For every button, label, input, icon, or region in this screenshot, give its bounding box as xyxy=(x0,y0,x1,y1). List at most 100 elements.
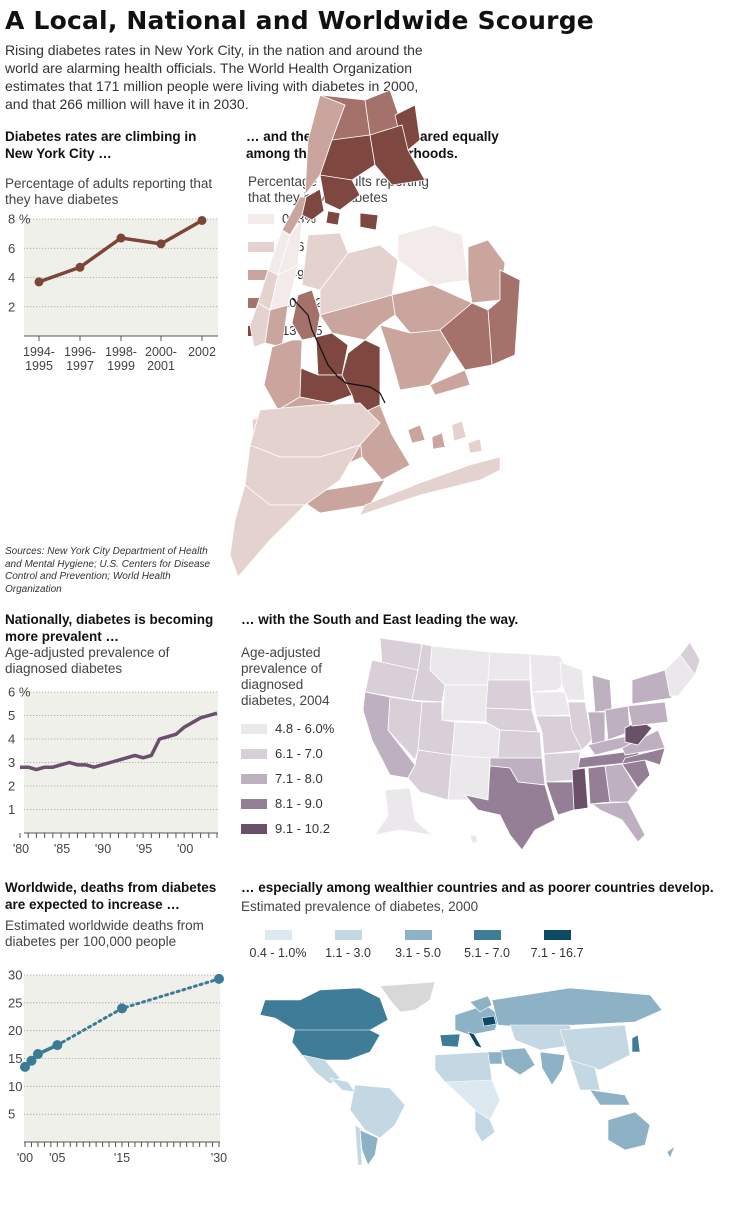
us-map-legend-swatch xyxy=(241,823,267,834)
y-tick-label: 10 xyxy=(8,1079,22,1094)
nyc-choropleth-map xyxy=(229,89,521,578)
world-map-legend-label: 0.4 - 1.0% xyxy=(249,946,307,960)
y-tick-label: 4 xyxy=(8,270,15,285)
nyc-chart-subhead: Percentage of adults reporting that they… xyxy=(5,176,213,207)
country-new-zealand xyxy=(666,1145,676,1159)
us-map-legend-label: 7.1 - 8.0 xyxy=(275,771,323,786)
world-map-headline: … especially among wealthier countries a… xyxy=(241,880,714,895)
us-map-legend-label: 4.8 - 6.0% xyxy=(275,721,335,736)
x-tick-label: '80 xyxy=(13,842,29,856)
world-map-subhead: Estimated prevalence of diabetes, 2000 xyxy=(241,899,479,914)
x-tick-label: 1995 xyxy=(25,359,53,373)
us-map-subhead: Age-adjusted prevalence of diagnosed dia… xyxy=(241,645,330,708)
country-central-asia xyxy=(509,1024,576,1051)
intro-text: Rising diabetes rates in New York City, … xyxy=(5,42,423,112)
country-indonesia xyxy=(589,1089,631,1106)
x-tick-label: 1994- xyxy=(23,345,55,359)
y-tick-label: 4 xyxy=(8,732,15,747)
y-tick-label: 2 xyxy=(8,299,15,314)
world-map-legend-item: 3.1 - 5.0 xyxy=(383,930,453,960)
x-tick-label: 2001 xyxy=(147,359,175,373)
world-map-legend-swatch xyxy=(473,930,501,940)
queens-district-flushing xyxy=(397,224,469,286)
us-map-legend-swatch xyxy=(241,723,267,734)
state-illinois xyxy=(567,701,593,751)
state-montana xyxy=(429,645,491,686)
country-brazil xyxy=(349,1084,406,1139)
x-tick-label: '05 xyxy=(49,1151,65,1165)
manhattan-district-upper xyxy=(281,196,307,236)
state-colorado xyxy=(451,721,501,761)
us-map-legend-item: 6.1 - 7.0 xyxy=(241,746,323,761)
jamaica-bay-island-1 xyxy=(407,424,426,444)
sources-note: Sources: New York City Department of Hea… xyxy=(5,546,211,595)
nyc-map-legend-swatch xyxy=(248,213,274,224)
nyc-map-legend-swatch xyxy=(248,241,274,252)
country-india xyxy=(539,1051,566,1086)
state-michigan xyxy=(591,674,613,713)
us-map-legend-label: 6.1 - 7.0 xyxy=(275,746,323,761)
x-tick-label: 1998- xyxy=(105,345,137,359)
y-tick-label: 8 % xyxy=(8,212,31,227)
bronx-district-south xyxy=(319,174,361,211)
us-map-legend-item: 9.1 - 10.2 xyxy=(241,821,330,836)
world-map-legend-label: 1.1 - 3.0 xyxy=(325,946,371,960)
country-southeast-asia xyxy=(569,1059,601,1091)
country-belarus xyxy=(481,1015,497,1027)
world-map-legend-item: 5.1 - 7.0 xyxy=(452,930,522,960)
y-tick-label: 1 xyxy=(8,802,15,817)
data-line xyxy=(20,711,218,772)
state-south-dakota xyxy=(485,679,533,711)
data-point xyxy=(26,1055,37,1066)
brooklyn-district-bushwick xyxy=(315,332,349,376)
us-choropleth-map xyxy=(362,637,700,851)
nyc-chart-headline: Diabetes rates are climbing in New York … xyxy=(5,129,197,161)
country-egypt xyxy=(487,1051,503,1065)
queens-district-bayside xyxy=(467,239,506,304)
staten-island-borough xyxy=(229,402,381,578)
rockaway-peninsula xyxy=(359,456,501,516)
country-usa xyxy=(291,1029,381,1061)
data-point xyxy=(156,239,166,249)
state-virginia xyxy=(621,729,666,756)
state-maine xyxy=(679,641,700,676)
us-map-legend-item: 8.1 - 9.0 xyxy=(241,796,323,811)
country-australia xyxy=(607,1111,651,1151)
state-florida xyxy=(590,801,646,843)
y-tick-label: 6 % xyxy=(8,685,31,700)
state-alaska xyxy=(374,787,434,836)
x-tick-label: 1999 xyxy=(107,359,135,373)
x-tick-label: 1997 xyxy=(66,359,94,373)
state-louisiana xyxy=(545,781,581,816)
world-map-legend-swatch xyxy=(404,930,432,940)
world-deaths-line-chart: 30 25 20 15 10 5 '00 '05 '15 '30 xyxy=(8,968,227,1166)
state-hawaii xyxy=(469,834,479,844)
country-central-america xyxy=(329,1077,356,1093)
national-chart-subhead: Age-adjusted prevalence of diagnosed dia… xyxy=(5,645,170,676)
y-tick-label: 5 xyxy=(8,708,15,723)
x-tick-label: 2002 xyxy=(188,345,216,359)
bronx-district-southeast xyxy=(369,124,426,186)
data-point xyxy=(52,1040,63,1051)
country-spain xyxy=(439,1033,461,1048)
world-map-legend-label: 7.1 - 16.7 xyxy=(530,946,584,960)
world-map-legend-swatch xyxy=(543,930,571,940)
us-map-legend-label: 9.1 - 10.2 xyxy=(275,821,330,836)
world-map-legend-swatch xyxy=(264,930,292,940)
state-texas xyxy=(463,765,556,851)
x-tick-label: '00 xyxy=(17,1151,33,1165)
x-tick-label: '90 xyxy=(95,842,111,856)
national-chart-headline: Nationally, diabetes is becoming more pr… xyxy=(5,612,214,644)
country-central-africa xyxy=(444,1079,501,1121)
country-southern-africa xyxy=(474,1109,496,1143)
world-map-legend-item: 7.1 - 16.7 xyxy=(522,930,592,960)
country-japan xyxy=(631,1034,641,1053)
x-tick-label: 1996- xyxy=(64,345,96,359)
y-tick-label: 5 xyxy=(8,1107,15,1122)
country-italy xyxy=(467,1031,483,1049)
x-tick-label: '15 xyxy=(114,1151,130,1165)
data-point xyxy=(214,973,224,984)
state-kansas xyxy=(497,729,543,759)
jamaica-bay-island-2 xyxy=(431,432,446,450)
bronx-district-hunts-point xyxy=(325,210,341,226)
